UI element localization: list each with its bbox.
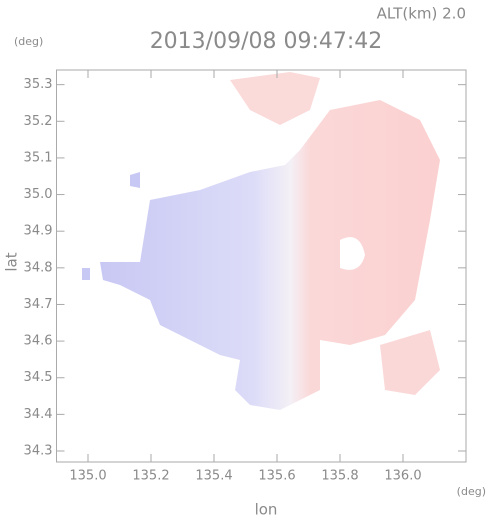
- y-tick-label: 34.9: [24, 224, 53, 239]
- x-tick-label: 135.6: [258, 469, 295, 484]
- y-tick-label: 35.0: [24, 187, 53, 202]
- x-tick-label: 136.0: [384, 469, 421, 484]
- y-axis-label: lat: [3, 252, 21, 271]
- x-tick-label: 135.0: [69, 469, 106, 484]
- y-tick-label: 34.4: [24, 407, 53, 422]
- y-unit: (deg): [14, 35, 43, 48]
- y-tick-label: 34.7: [24, 297, 53, 312]
- velocity-field: [82, 72, 440, 410]
- y-tick-label: 34.8: [24, 260, 53, 275]
- x-tick-label: 135.4: [195, 469, 232, 484]
- y-tick-label: 34.3: [24, 444, 53, 459]
- y-tick-label: 34.6: [24, 334, 53, 349]
- y-tick-label: 35.3: [24, 77, 53, 92]
- x-unit: (deg): [457, 485, 486, 498]
- y-tick-label: 35.1: [24, 150, 53, 165]
- annotation: ALT(km) 2.0: [377, 5, 466, 23]
- plot-frame: [56, 69, 467, 463]
- y-tick-label: 35.2: [24, 114, 53, 129]
- x-tick-label: 135.2: [132, 469, 169, 484]
- x-tick-label: 135.8: [321, 469, 358, 484]
- x-axis-label: lon: [255, 501, 278, 519]
- chart-title: 2013/09/08 09:47:42: [150, 29, 383, 54]
- y-tick-label: 34.5: [24, 370, 53, 385]
